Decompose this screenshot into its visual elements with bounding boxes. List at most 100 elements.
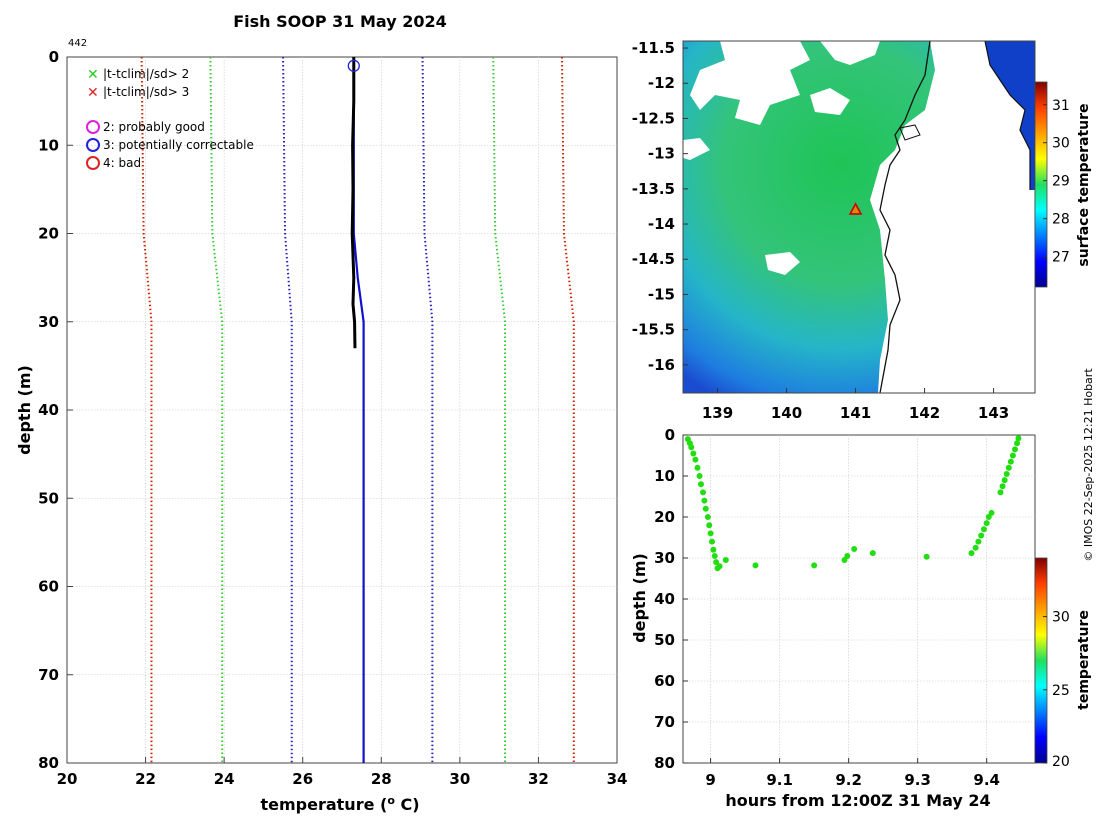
sst-map <box>682 40 1036 394</box>
y-tick-label: 60 <box>654 672 675 690</box>
y-tick-label: 80 <box>654 754 675 772</box>
east-sea-patch <box>985 41 1035 190</box>
legend-label: 4: bad <box>103 156 141 170</box>
colorbar-tick-label: 30 <box>1052 610 1070 626</box>
data-point <box>694 464 701 471</box>
profile-grid <box>67 57 617 763</box>
map-lon-ticks: 139 140 141 142 143 <box>702 388 1009 422</box>
data-point <box>869 550 876 557</box>
east-coastline <box>984 41 1031 190</box>
profile-x-label: temperature (o C) <box>260 794 419 814</box>
flag-marker <box>347 59 360 72</box>
x-tick-label: 32 <box>528 770 549 788</box>
data-point <box>1015 435 1022 442</box>
legend-entry-blue-circle: 3: potentially correctable <box>86 138 254 152</box>
data-point <box>1005 464 1012 471</box>
data-point <box>1009 452 1016 459</box>
data-point <box>1001 477 1008 484</box>
profile-x-ticks: 20 22 24 26 28 30 32 34 <box>57 757 627 788</box>
x-tick-label: 26 <box>292 770 313 788</box>
data-point <box>972 544 979 551</box>
y-tick-label: 0 <box>665 426 675 444</box>
y-tick-label: 20 <box>654 508 675 526</box>
x-tick-label: 20 <box>57 770 78 788</box>
lon-tick-label: 140 <box>771 404 802 422</box>
y-tick-label: 70 <box>38 666 59 684</box>
data-point <box>692 456 699 463</box>
series-clim-1sd <box>282 56 293 763</box>
colorbar-tick-label: 31 <box>1052 98 1070 114</box>
data-point <box>688 444 695 451</box>
lat-tick-label: -12 <box>648 74 675 92</box>
data-point <box>702 505 709 512</box>
scatter-y-ticks: 0 10 20 30 40 50 60 70 80 <box>654 426 688 772</box>
x-tick-label: 9.3 <box>904 771 931 789</box>
data-point <box>975 538 982 545</box>
profile-id: 442 <box>68 38 87 49</box>
red-circle-icon <box>86 156 100 170</box>
y-tick-label: 60 <box>38 578 59 596</box>
sst-colorbar <box>1034 81 1048 288</box>
scatter-points <box>684 435 1022 572</box>
profile-lines <box>140 56 575 763</box>
lon-tick-label: 139 <box>702 404 733 422</box>
blue-circle-icon <box>86 138 100 152</box>
magenta-circle-icon <box>86 120 100 134</box>
y-tick-label: 30 <box>38 313 59 331</box>
lat-tick-label: -15.5 <box>632 321 675 339</box>
series-clim-2sd <box>492 56 507 763</box>
data-point <box>988 509 995 516</box>
lon-tick-label: 143 <box>978 404 1009 422</box>
series-clim-2sd <box>209 56 224 763</box>
temperature-colorbar-ticks: 20 25 30 <box>1043 610 1070 770</box>
legend-label: 2: probably good <box>103 120 205 134</box>
y-tick-label: 10 <box>654 467 675 485</box>
data-point <box>690 450 697 457</box>
lat-tick-label: -13 <box>648 145 675 163</box>
lat-tick-label: -14.5 <box>632 250 675 268</box>
data-point <box>696 473 703 479</box>
data-point <box>1014 440 1021 447</box>
x-tick-label: 9.4 <box>973 771 1000 789</box>
profile-y-label: depth (m) <box>15 365 34 455</box>
x-tick-label: 24 <box>214 770 235 788</box>
coastline-inlet <box>899 124 921 141</box>
data-point <box>697 481 704 488</box>
y-tick-label: 70 <box>654 713 675 731</box>
lat-tick-label: -13.5 <box>632 180 675 198</box>
data-point <box>706 522 713 529</box>
map-lat-ticks: -11.5 -12 -12.5 -13 -13.5 -14 -14.5 -15 -15.5 -16 <box>632 39 688 374</box>
lon-tick-label: 142 <box>909 404 940 422</box>
data-point <box>923 553 930 560</box>
data-point <box>980 526 987 533</box>
lat-tick-label: -15 <box>648 285 675 303</box>
lon-tick-label: 141 <box>840 404 871 422</box>
credit-text: © IMOS 22-Sep-2025 12:21 Hobart <box>1082 368 1095 562</box>
data-point <box>968 550 975 557</box>
data-point <box>752 562 759 569</box>
legend-entry-red-x: ✕ |t-tclim|/sd> 3 <box>87 85 189 101</box>
colorbar-tick-label: 29 <box>1052 174 1070 190</box>
x-tick-label: 9.1 <box>766 771 793 789</box>
scatter-x-label: hours from 12:00Z 31 May 24 <box>725 791 990 810</box>
data-point <box>1003 470 1010 477</box>
y-tick-label: 50 <box>654 631 675 649</box>
x-tick-label: 22 <box>135 770 156 788</box>
colorbar-tick-label: 25 <box>1052 683 1070 699</box>
colorbar-tick-label: 20 <box>1052 754 1070 770</box>
coastline <box>879 41 931 393</box>
series-clim-3sd <box>140 56 153 763</box>
scatter-x-ticks: 9 9.1 9.2 9.3 9.4 <box>705 758 1000 789</box>
profile-axes <box>66 56 618 764</box>
series-clim-3sd <box>561 56 575 763</box>
colorbar-tick-label: 28 <box>1052 212 1070 228</box>
temperature-colorbar-label: temperature <box>1076 610 1092 710</box>
scatter-axes <box>682 434 1036 764</box>
y-tick-label: 40 <box>654 590 675 608</box>
data-point <box>704 514 711 520</box>
x-tick-label: 9 <box>705 771 715 789</box>
position-triangle-icon <box>848 202 863 215</box>
data-point <box>722 557 729 564</box>
x-tick-label: 30 <box>449 770 470 788</box>
